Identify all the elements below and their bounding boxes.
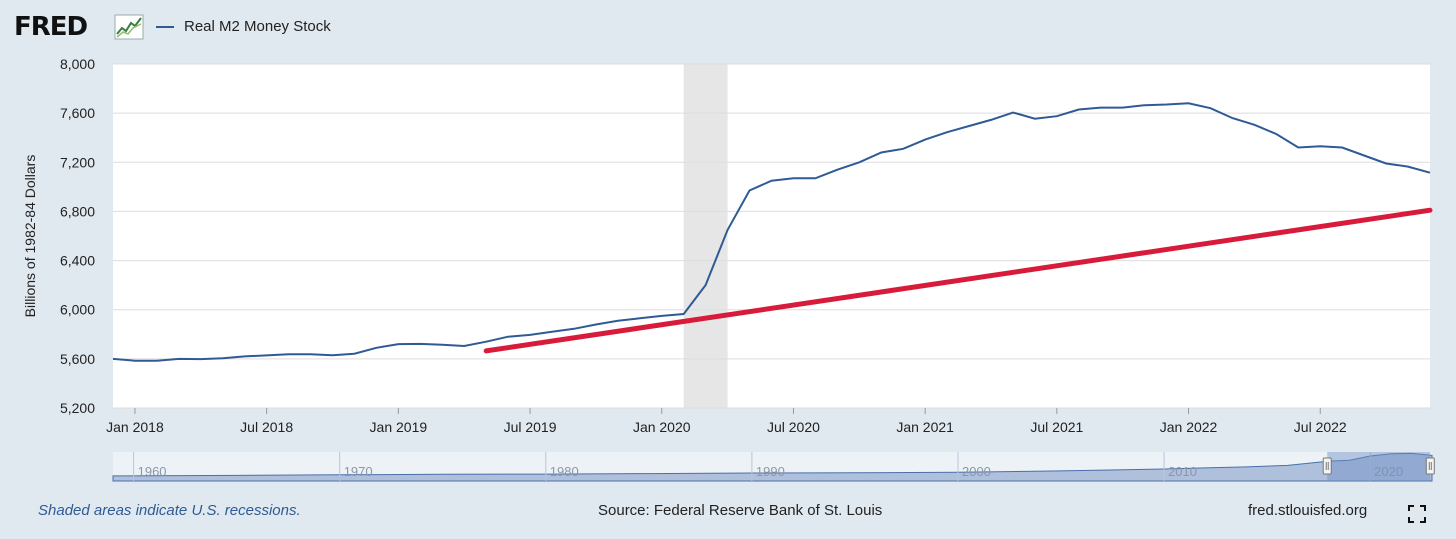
navigator-area: [112, 452, 1433, 482]
source-credit: Source: Federal Reserve Bank of St. Loui…: [598, 502, 883, 519]
x-tick-label: Jul 2018: [240, 419, 293, 435]
x-tick-label: Jan 2018: [106, 419, 164, 435]
x-tick-label: Jan 2019: [370, 419, 428, 435]
y-tick-label: 5,200: [60, 400, 95, 416]
navigator-tick-label: 2000: [962, 464, 991, 479]
y-tick-label: 5,600: [60, 351, 95, 367]
x-tick-label: Jul 2021: [1030, 419, 1083, 435]
site-link[interactable]: fred.stlouisfed.org: [1248, 502, 1368, 519]
plot-background: [113, 64, 1430, 408]
x-tick-label: Jan 2021: [896, 419, 954, 435]
x-tick-label: Jan 2020: [633, 419, 691, 435]
x-tick-label: Jul 2019: [504, 419, 557, 435]
recession-band: [683, 64, 728, 408]
series-line[interactable]: [112, 102, 1431, 362]
navigator-tick-label: 1990: [756, 464, 785, 479]
chart-legend[interactable]: Real M2 Money Stock: [156, 18, 331, 35]
x-tick-label: Jul 2020: [767, 419, 820, 435]
navigator-handle-left[interactable]: [1322, 457, 1332, 475]
navigator-tick-label: 1970: [344, 464, 373, 479]
navigator-tick-label: 1980: [550, 464, 579, 479]
x-tick-label: Jul 2022: [1294, 419, 1347, 435]
fred-logo[interactable]: FRED: [14, 12, 88, 42]
y-tick-label: 6,400: [60, 253, 95, 269]
navigator-selection[interactable]: [1327, 452, 1431, 481]
x-tick-label: Jan 2022: [1160, 419, 1218, 435]
legend-series-label: Real M2 Money Stock: [184, 18, 331, 35]
navigator-tick-label: 2020: [1374, 464, 1403, 479]
y-tick-label: 6,800: [60, 203, 95, 219]
y-tick-label: 8,000: [60, 56, 95, 72]
navigator-handle-right[interactable]: [1425, 457, 1435, 475]
fred-logo-icon: [114, 14, 144, 40]
legend-swatch: [156, 25, 174, 28]
y-axis-label: Billions of 1982-84 Dollars: [22, 155, 38, 318]
fullscreen-icon[interactable]: [1408, 505, 1426, 523]
recession-note: Shaded areas indicate U.S. recessions.: [38, 502, 301, 519]
y-tick-label: 6,000: [60, 302, 95, 318]
navigator-tick-label: 1960: [138, 464, 167, 479]
y-tick-label: 7,200: [60, 154, 95, 170]
navigator-tick-label: 2010: [1168, 464, 1197, 479]
y-tick-label: 7,600: [60, 105, 95, 121]
trend-line-annotation: [483, 207, 1433, 354]
